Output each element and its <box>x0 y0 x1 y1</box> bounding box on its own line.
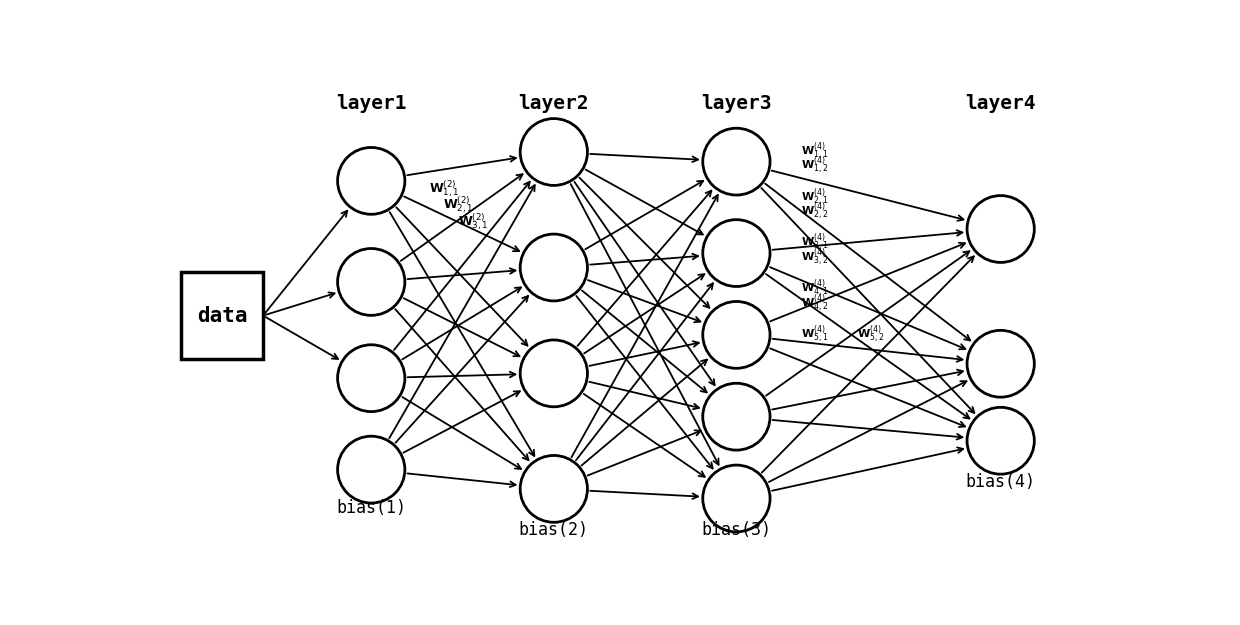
Text: $\mathbf{W}_{2,1}^{(4)}$: $\mathbf{W}_{2,1}^{(4)}$ <box>801 187 828 209</box>
Text: $\mathbf{W}_{5,2}^{(4)}$: $\mathbf{W}_{5,2}^{(4)}$ <box>857 324 884 346</box>
Text: $\mathbf{W}_{3,1}^{(4)}$: $\mathbf{W}_{3,1}^{(4)}$ <box>801 232 828 254</box>
Text: $\mathbf{W}_{2,1}^{(2)}$: $\mathbf{W}_{2,1}^{(2)}$ <box>444 194 474 216</box>
Text: layer3: layer3 <box>701 94 771 113</box>
Text: $\mathbf{W}_{1,1}^{(2)}$: $\mathbf{W}_{1,1}^{(2)}$ <box>429 177 460 199</box>
Text: $\mathbf{W}_{1,2}^{(4)}$: $\mathbf{W}_{1,2}^{(4)}$ <box>801 156 828 178</box>
Text: bias(1): bias(1) <box>336 499 407 517</box>
Text: bias(3): bias(3) <box>702 521 771 539</box>
Text: data: data <box>197 306 248 326</box>
Text: $\mathbf{W}_{3,2}^{(4)}$: $\mathbf{W}_{3,2}^{(4)}$ <box>801 247 828 269</box>
Text: $\mathbf{W}_{5,1}^{(4)}$: $\mathbf{W}_{5,1}^{(4)}$ <box>801 324 828 346</box>
Bar <box>181 272 263 359</box>
Text: $\mathbf{W}_{1,1}^{(4)}$: $\mathbf{W}_{1,1}^{(4)}$ <box>801 141 828 163</box>
Text: bias(2): bias(2) <box>518 521 589 539</box>
Text: $\mathbf{W}_{3,1}^{(2)}$: $\mathbf{W}_{3,1}^{(2)}$ <box>458 211 489 232</box>
Text: layer4: layer4 <box>966 94 1035 113</box>
Text: bias(4): bias(4) <box>966 472 1035 491</box>
Text: layer2: layer2 <box>518 94 589 113</box>
Text: $\mathbf{W}_{4,1}^{(4)}$: $\mathbf{W}_{4,1}^{(4)}$ <box>801 278 828 300</box>
Text: layer1: layer1 <box>336 94 407 113</box>
Text: $\mathbf{W}_{2,2}^{(4)}$: $\mathbf{W}_{2,2}^{(4)}$ <box>801 201 828 223</box>
Text: $\mathbf{W}_{4,2}^{(4)}$: $\mathbf{W}_{4,2}^{(4)}$ <box>801 292 828 314</box>
